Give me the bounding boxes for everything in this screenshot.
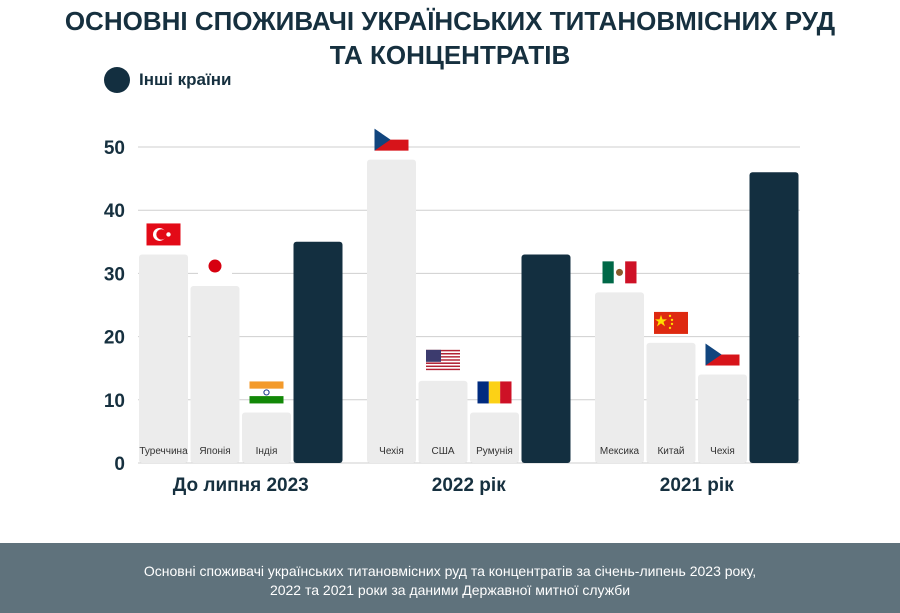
czech-flag-icon bbox=[374, 128, 409, 151]
bar-other-countries bbox=[521, 254, 571, 463]
bar bbox=[470, 412, 519, 463]
bar-chart: 0 10 20 30 40 50 Туреччина Японія Індія До липня … bbox=[104, 128, 800, 496]
japan-flag-icon bbox=[198, 255, 232, 278]
group-label: 2022 рік bbox=[432, 475, 506, 496]
bar-other-countries bbox=[293, 241, 343, 463]
legend: Інші країни bbox=[104, 67, 231, 93]
y-tick-label: 20 bbox=[104, 328, 125, 349]
bar bbox=[367, 159, 416, 463]
bar-label: Чехія bbox=[710, 446, 735, 457]
legend-swatch bbox=[104, 67, 130, 93]
bar bbox=[242, 412, 291, 463]
bar bbox=[190, 286, 240, 463]
y-tick-label: 40 bbox=[104, 201, 125, 222]
india-flag-icon bbox=[249, 381, 284, 404]
chart-title: ОСНОВНІ СПОЖИВАЧІ УКРАЇНСЬКИХ ТИТАНОВМІС… bbox=[0, 4, 900, 72]
bar-label: Японія bbox=[199, 446, 230, 457]
bar-label: США bbox=[431, 446, 454, 457]
group-label: До липня 2023 bbox=[173, 475, 309, 496]
y-tick-label: 10 bbox=[104, 391, 125, 412]
legend-label: Інші країни bbox=[139, 70, 232, 89]
bar-label: Індія bbox=[256, 446, 278, 457]
footer-caption-line-2: 2022 та 2021 роки за даними Державної ми… bbox=[269, 582, 631, 598]
bar-other-countries bbox=[749, 172, 799, 463]
chart-title-line-1: ОСНОВНІ СПОЖИВАЧІ УКРАЇНСЬКИХ ТИТАНОВМІС… bbox=[64, 6, 836, 36]
bar bbox=[139, 254, 188, 463]
bar bbox=[698, 374, 747, 463]
usa-flag-icon bbox=[426, 349, 460, 372]
romania-flag-icon bbox=[477, 381, 512, 404]
bar-label: Китай bbox=[657, 446, 684, 457]
y-tick-label: 50 bbox=[104, 138, 125, 159]
china-flag-icon bbox=[654, 311, 688, 334]
czech-flag-icon bbox=[705, 343, 740, 366]
turkey-flag-icon bbox=[146, 223, 181, 246]
bar-label: Чехія bbox=[379, 446, 404, 457]
bar bbox=[595, 292, 644, 463]
chart-title-line-2: ТА КОНЦЕНТРАТІВ bbox=[329, 40, 571, 70]
group-label: 2021 рік bbox=[660, 475, 734, 496]
bar bbox=[646, 342, 696, 463]
bar-label: Туреччина bbox=[139, 446, 188, 457]
y-tick-label: 0 bbox=[114, 454, 125, 475]
mexico-flag-icon bbox=[602, 261, 637, 284]
y-tick-label: 30 bbox=[104, 264, 125, 285]
footer-caption-line-1: Основні споживачі українських титановміс… bbox=[143, 563, 757, 579]
footer-caption: Основні споживачі українських титановміс… bbox=[0, 543, 900, 613]
bar-label: Мексика bbox=[600, 446, 640, 457]
bar-label: Румунія bbox=[476, 446, 513, 457]
bar bbox=[418, 380, 468, 463]
